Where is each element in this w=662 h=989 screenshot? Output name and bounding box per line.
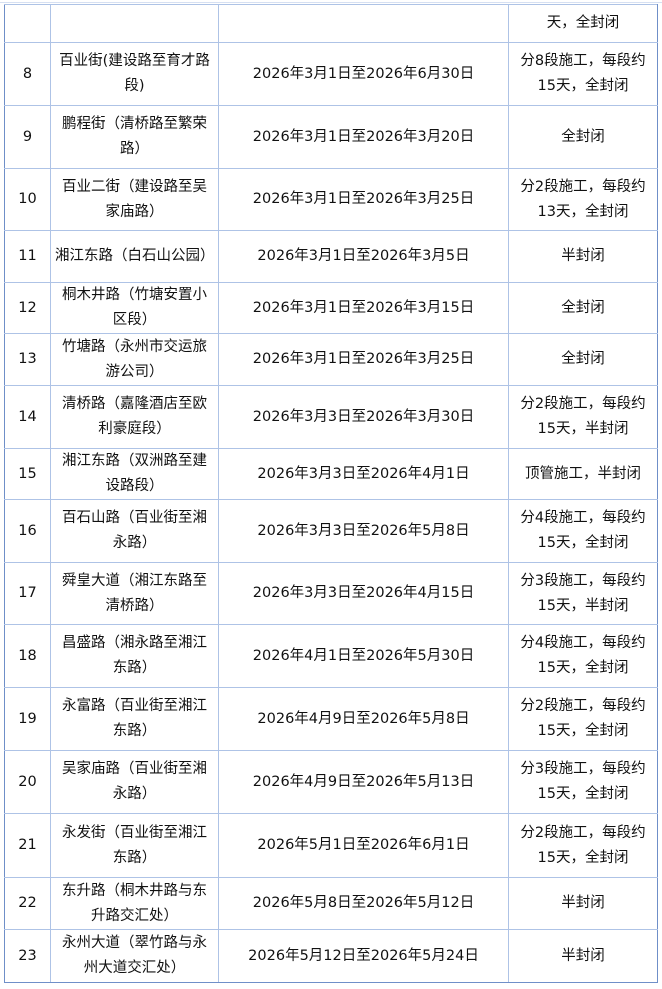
table-row: 21 永发街（百业街至湘江东路） 2026年5月1日至2026年6月1日 分2段施工，… — [4, 813, 658, 878]
construction-method-cell: 分4段施工，每段约15天，全封闭 — [508, 499, 658, 563]
construction-method-cell: 分4段施工，每段约15天，全封闭 — [508, 624, 658, 688]
construction-method-cell: 半封闭 — [508, 929, 658, 983]
row-number-cell: 13 — [4, 333, 51, 386]
construction-period-cell: 2026年3月1日至2026年3月15日 — [218, 282, 509, 334]
row-number-cell: 9 — [4, 105, 51, 169]
road-section-cell: 百石山路（百业街至湘永路） — [50, 499, 219, 563]
construction-period-cell: 2026年4月1日至2026年5月30日 — [218, 624, 509, 688]
row-number-cell: 14 — [4, 385, 51, 449]
construction-period-cell: 2026年5月8日至2026年5月12日 — [218, 877, 509, 930]
table-row: 10 百业二街（建设路至吴家庙路） 2026年3月1日至2026年3月25日 分2段施… — [4, 168, 658, 231]
table-row: 15 湘江东路（双洲路至建设路段） 2026年3月3日至2026年4月1日 顶管施工，… — [4, 448, 658, 500]
table-row: 9 鹏程街（清桥路至繁荣路） 2026年3月1日至2026年3月20日 全封闭 — [4, 105, 658, 169]
construction-period-cell: 2026年4月9日至2026年5月8日 — [218, 687, 509, 751]
table-row: 19 永富路（百业街至湘江东路） 2026年4月9日至2026年5月8日 分2段施工，… — [4, 687, 658, 751]
construction-method-cell: 分2段施工，每段约15天，半封闭 — [508, 385, 658, 449]
table-row: 22 东升路（桐木井路与东升路交汇处） 2026年5月8日至2026年5月12日 半封… — [4, 877, 658, 930]
road-section-cell: 永发街（百业街至湘江东路） — [50, 813, 219, 878]
row-number-cell: 15 — [4, 448, 51, 500]
construction-method-cell: 全封闭 — [508, 105, 658, 169]
construction-period-cell — [218, 4, 509, 43]
table-row: 23 永州大道（翠竹路与永州大道交汇处） 2026年5月12日至2026年5月24日… — [4, 929, 658, 983]
construction-period-cell: 2026年3月1日至2026年3月5日 — [218, 230, 509, 283]
construction-method-cell: 分3段施工，每段约15天，全封闭 — [508, 750, 658, 814]
table-row: 14 清桥路（嘉隆酒店至欧利豪庭段） 2026年3月3日至2026年3月30日 分2段… — [4, 385, 658, 449]
road-section-cell: 百业二街（建设路至吴家庙路） — [50, 168, 219, 231]
construction-period-cell: 2026年3月3日至2026年3月30日 — [218, 385, 509, 449]
construction-method-cell: 分2段施工，每段约13天，全封闭 — [508, 168, 658, 231]
road-section-cell: 竹塘路（永州市交运旅游公司） — [50, 333, 219, 386]
road-section-cell: 湘江东路（双洲路至建设路段） — [50, 448, 219, 500]
construction-period-cell: 2026年3月1日至2026年6月30日 — [218, 42, 509, 106]
road-section-cell: 永州大道（翠竹路与永州大道交汇处） — [50, 929, 219, 983]
road-section-cell: 永富路（百业街至湘江东路） — [50, 687, 219, 751]
table-row: 8 百业街(建设路至育才路段) 2026年3月1日至2026年6月30日 分8段施工，… — [4, 42, 658, 106]
construction-method-cell: 天，全封闭 — [508, 4, 658, 43]
row-number-cell: 17 — [4, 562, 51, 625]
construction-period-cell: 2026年3月1日至2026年3月20日 — [218, 105, 509, 169]
row-number-cell: 22 — [4, 877, 51, 930]
road-closure-table: 天，全封闭 8 百业街(建设路至育才路段) 2026年3月1日至2026年6月30日分… — [4, 4, 658, 983]
construction-period-cell: 2026年3月3日至2026年4月1日 — [218, 448, 509, 500]
row-number-cell: 19 — [4, 687, 51, 751]
construction-method-cell: 全封闭 — [508, 333, 658, 386]
construction-method-cell: 分3段施工，每段约15天，半封闭 — [508, 562, 658, 625]
construction-method-cell: 半封闭 — [508, 877, 658, 930]
road-section-cell — [50, 4, 219, 43]
row-number-cell: 21 — [4, 813, 51, 878]
construction-period-cell: 2026年3月3日至2026年5月8日 — [218, 499, 509, 563]
table-row: 17 舜皇大道（湘江东路至清桥路） 2026年3月3日至2026年4月15日 分3段施… — [4, 562, 658, 625]
road-section-cell: 东升路（桐木井路与东升路交汇处） — [50, 877, 219, 930]
table-row: 12 桐木井路（竹塘安置小区段） 2026年3月1日至2026年3月15日 全封闭 — [4, 282, 658, 334]
row-number-cell: 18 — [4, 624, 51, 688]
road-section-cell: 昌盛路（湘永路至湘江东路） — [50, 624, 219, 688]
table-row: 13 竹塘路（永州市交运旅游公司） 2026年3月1日至2026年3月25日 全封闭 — [4, 333, 658, 386]
road-section-cell: 百业街(建设路至育才路段) — [50, 42, 219, 106]
road-section-cell: 舜皇大道（湘江东路至清桥路） — [50, 562, 219, 625]
road-section-cell: 吴家庙路（百业街至湘永路） — [50, 750, 219, 814]
construction-method-cell: 顶管施工，半封闭 — [508, 448, 658, 500]
road-section-cell: 鹏程街（清桥路至繁荣路） — [50, 105, 219, 169]
row-number-cell: 12 — [4, 282, 51, 334]
construction-method-cell: 全封闭 — [508, 282, 658, 334]
row-number-cell: 23 — [4, 929, 51, 983]
table-row: 16 百石山路（百业街至湘永路） 2026年3月3日至2026年5月8日 分4段施工，… — [4, 499, 658, 563]
row-number-cell — [4, 4, 51, 43]
construction-period-cell: 2026年4月9日至2026年5月13日 — [218, 750, 509, 814]
table-row: 20 吴家庙路（百业街至湘永路） 2026年4月9日至2026年5月13日 分3段施工… — [4, 750, 658, 814]
top-divider — [0, 2, 662, 3]
table-row: 11 湘江东路（白石山公园） 2026年3月1日至2026年3月5日 半封闭 — [4, 230, 658, 283]
row-number-cell: 11 — [4, 230, 51, 283]
row-number-cell: 10 — [4, 168, 51, 231]
road-section-cell: 湘江东路（白石山公园） — [50, 230, 219, 283]
table-row: 天，全封闭 — [4, 4, 658, 43]
table-row: 18 昌盛路（湘永路至湘江东路） 2026年4月1日至2026年5月30日 分4段施工… — [4, 624, 658, 688]
construction-method-cell: 分2段施工，每段约15天，全封闭 — [508, 813, 658, 878]
construction-method-cell: 半封闭 — [508, 230, 658, 283]
road-section-cell: 清桥路（嘉隆酒店至欧利豪庭段） — [50, 385, 219, 449]
construction-period-cell: 2026年3月1日至2026年3月25日 — [218, 333, 509, 386]
row-number-cell: 16 — [4, 499, 51, 563]
construction-period-cell: 2026年5月12日至2026年5月24日 — [218, 929, 509, 983]
construction-period-cell: 2026年3月3日至2026年4月15日 — [218, 562, 509, 625]
construction-method-cell: 分2段施工，每段约15天，全封闭 — [508, 687, 658, 751]
construction-period-cell: 2026年5月1日至2026年6月1日 — [218, 813, 509, 878]
row-number-cell: 20 — [4, 750, 51, 814]
construction-method-cell: 分8段施工，每段约15天，全封闭 — [508, 42, 658, 106]
road-section-cell: 桐木井路（竹塘安置小区段） — [50, 282, 219, 334]
row-number-cell: 8 — [4, 42, 51, 106]
construction-period-cell: 2026年3月1日至2026年3月25日 — [218, 168, 509, 231]
